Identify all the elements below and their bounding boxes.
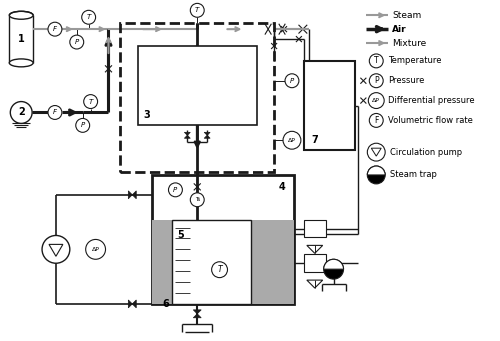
Wedge shape bbox=[324, 259, 344, 269]
Text: T: T bbox=[86, 14, 91, 20]
Text: 5: 5 bbox=[177, 229, 184, 239]
Text: Pressure: Pressure bbox=[388, 76, 424, 85]
Ellipse shape bbox=[10, 11, 33, 19]
Text: Volumetric flow rate: Volumetric flow rate bbox=[388, 116, 473, 125]
Text: Mixture: Mixture bbox=[392, 39, 426, 47]
Bar bbox=[10, 16, 33, 63]
Circle shape bbox=[42, 236, 70, 263]
Text: Air: Air bbox=[392, 25, 406, 34]
Polygon shape bbox=[128, 191, 132, 199]
Polygon shape bbox=[194, 314, 201, 318]
Bar bbox=[120, 23, 274, 172]
Text: P: P bbox=[290, 78, 294, 84]
Text: Ts: Ts bbox=[194, 197, 200, 202]
Polygon shape bbox=[184, 132, 190, 135]
Text: F: F bbox=[53, 26, 57, 32]
Circle shape bbox=[190, 193, 204, 207]
Text: 1: 1 bbox=[18, 34, 25, 44]
Circle shape bbox=[370, 114, 383, 127]
Circle shape bbox=[324, 259, 344, 279]
Circle shape bbox=[370, 74, 383, 88]
Text: T: T bbox=[88, 99, 93, 105]
Circle shape bbox=[212, 262, 228, 278]
Polygon shape bbox=[128, 300, 132, 308]
Text: Steam trap: Steam trap bbox=[390, 170, 437, 179]
Text: Circulation pump: Circulation pump bbox=[390, 148, 462, 157]
Text: 4: 4 bbox=[278, 182, 285, 192]
Circle shape bbox=[368, 166, 385, 184]
Polygon shape bbox=[132, 191, 136, 199]
Polygon shape bbox=[204, 135, 210, 138]
Circle shape bbox=[86, 239, 105, 259]
Circle shape bbox=[168, 183, 182, 197]
Polygon shape bbox=[204, 132, 210, 135]
Wedge shape bbox=[368, 166, 385, 175]
Bar bbox=[138, 46, 257, 125]
Ellipse shape bbox=[10, 59, 33, 67]
Text: T: T bbox=[217, 265, 222, 274]
Text: 7: 7 bbox=[312, 135, 318, 145]
Circle shape bbox=[70, 35, 84, 49]
Bar bbox=[172, 220, 252, 304]
Bar bbox=[304, 254, 326, 272]
Text: P: P bbox=[374, 76, 378, 85]
Text: Temperature: Temperature bbox=[388, 56, 442, 65]
Text: P: P bbox=[80, 122, 85, 128]
Text: P: P bbox=[74, 39, 79, 45]
Text: ΔP: ΔP bbox=[288, 138, 296, 143]
Text: T: T bbox=[195, 7, 200, 13]
Circle shape bbox=[368, 143, 385, 161]
Text: ΔP: ΔP bbox=[372, 98, 380, 103]
Circle shape bbox=[285, 74, 299, 88]
Bar bbox=[152, 220, 294, 304]
Text: F: F bbox=[53, 109, 57, 116]
Circle shape bbox=[10, 102, 32, 123]
Polygon shape bbox=[184, 135, 190, 138]
Text: T: T bbox=[374, 56, 378, 65]
Polygon shape bbox=[194, 310, 201, 314]
Bar bbox=[304, 61, 356, 150]
Text: Steam: Steam bbox=[392, 11, 422, 20]
Circle shape bbox=[370, 54, 383, 68]
Text: Differential pressure: Differential pressure bbox=[388, 96, 475, 105]
Circle shape bbox=[48, 22, 62, 36]
Circle shape bbox=[84, 94, 98, 108]
Polygon shape bbox=[132, 300, 136, 308]
Circle shape bbox=[190, 3, 204, 17]
Text: 3: 3 bbox=[143, 110, 150, 120]
Circle shape bbox=[368, 93, 384, 108]
Text: 2: 2 bbox=[18, 107, 25, 118]
Circle shape bbox=[76, 118, 90, 132]
Text: P: P bbox=[174, 187, 178, 193]
Bar bbox=[304, 220, 326, 237]
Text: F: F bbox=[374, 116, 378, 125]
Circle shape bbox=[48, 105, 62, 119]
Text: ΔP: ΔP bbox=[92, 247, 100, 252]
Circle shape bbox=[82, 10, 96, 24]
Text: 6: 6 bbox=[162, 299, 169, 309]
Bar bbox=[152, 175, 294, 304]
Circle shape bbox=[283, 131, 301, 149]
